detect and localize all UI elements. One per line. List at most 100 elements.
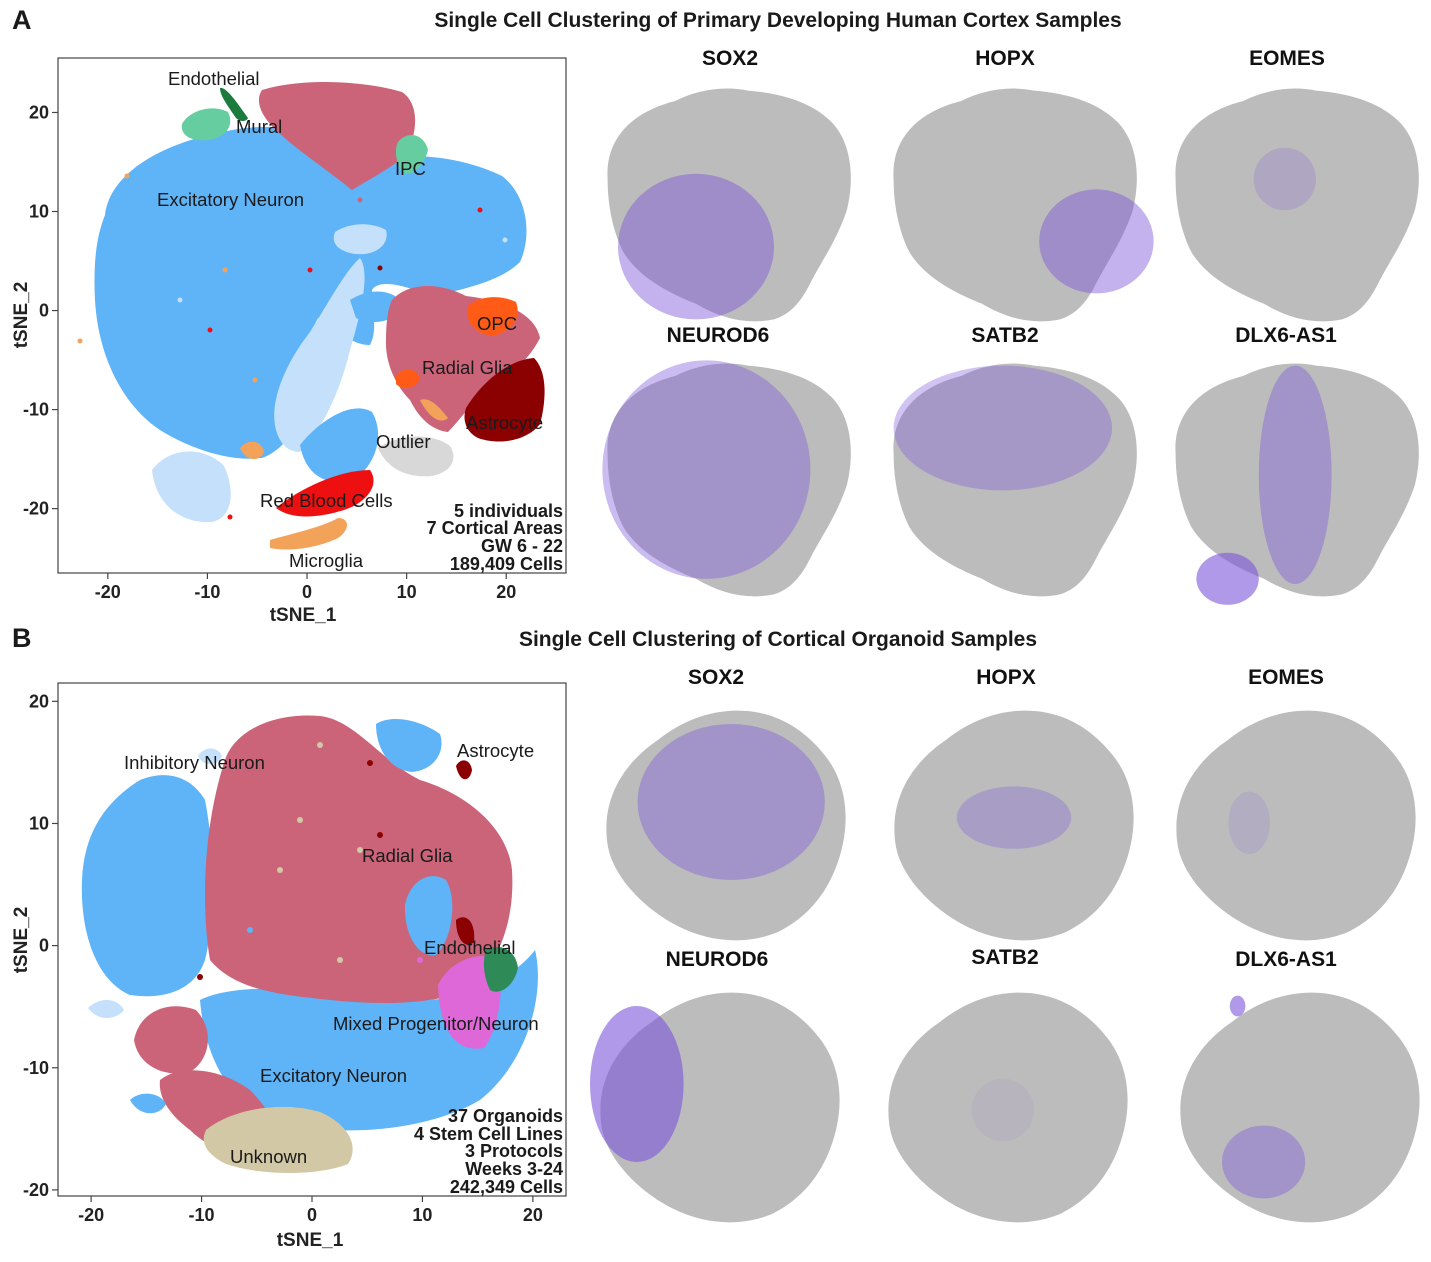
cluster-outlier: [378, 436, 454, 477]
label-red-blood-cells: Red Blood Cells: [260, 490, 393, 511]
y-axis-label: tSNE_2: [11, 907, 32, 974]
info-line: 242,349 Cells: [450, 1177, 563, 1197]
cluster-opc-small: [396, 369, 420, 389]
info-line: GW 6 - 22: [481, 536, 563, 556]
gene-title-satb2: SATB2: [971, 946, 1038, 969]
cluster-radial-glia-lower: [134, 1006, 208, 1074]
y-tick-label: -20: [23, 1180, 49, 1200]
cluster-microglia-3: [420, 399, 448, 421]
x-tick-label: 20: [496, 582, 516, 602]
cluster-astrocyte: [464, 358, 545, 442]
panel-a-label: A: [12, 5, 32, 35]
gene-title-neurod6: NEUROD6: [666, 948, 769, 971]
feature-plot-hopx: [894, 710, 1134, 941]
feature-plot-eomes: [1176, 710, 1416, 941]
cluster-mural: [181, 108, 231, 141]
y-tick-label: 10: [29, 202, 49, 222]
label-radial-glia: Radial Glia: [422, 357, 513, 378]
feature-plot-satb2: [888, 992, 1128, 1223]
cluster-microglia-2: [240, 441, 264, 460]
info-line: 3 Protocols: [465, 1141, 563, 1161]
cluster-inhibitory-light: [152, 451, 231, 523]
cluster-excitatory-lower: [200, 950, 538, 1131]
gene-title-eomes: EOMES: [1248, 666, 1324, 689]
y-tick-label: -10: [23, 1058, 49, 1078]
label-excitatory-neuron: Excitatory Neuron: [260, 1065, 407, 1086]
feature-plot-silhouette: [893, 363, 1137, 597]
panel-b: B Single Cell Clustering of Cortical Org…: [11, 623, 1420, 1251]
expression-highlight: [1196, 552, 1259, 605]
label-opc: OPC: [477, 313, 517, 334]
label-radial-glia: Radial Glia: [362, 845, 453, 866]
x-tick-label: -10: [189, 1205, 215, 1225]
y-tick-label: 20: [29, 102, 49, 122]
panel-a-title: Single Cell Clustering of Primary Develo…: [434, 9, 1121, 32]
dataset-info-primary: 5 individuals 7 Cortical Areas GW 6 - 22…: [427, 501, 563, 574]
feature-plot-silhouette: [893, 88, 1137, 322]
gene-title-neurod6: NEUROD6: [667, 324, 770, 347]
feature-plot-silhouette: [894, 710, 1134, 941]
tsne-clusters-primary: [77, 81, 545, 550]
scatter-dots-primary: [77, 173, 508, 520]
feature-plot-silhouette: [607, 88, 851, 322]
cluster-excitatory-blob: [130, 1093, 166, 1114]
feature-plot-silhouette: [1175, 88, 1419, 322]
gene-title-hopx: HOPX: [976, 666, 1036, 689]
cluster-excitatory-top: [376, 719, 442, 772]
expression-highlight: [1258, 365, 1332, 584]
expression-highlight: [618, 173, 774, 320]
cluster-excitatory-neuron: [94, 126, 527, 459]
x-tick-label: -20: [78, 1205, 104, 1225]
cluster-astrocyte: [456, 760, 472, 780]
feature-plot-silhouette: [607, 363, 851, 597]
scatter-dots-organoid: [197, 742, 423, 980]
label-microglia: Microglia: [289, 550, 364, 571]
cluster-mixed-progenitor: [438, 956, 501, 1049]
info-line: 7 Cortical Areas: [427, 518, 563, 538]
x-tick-label: 0: [307, 1205, 317, 1225]
y-tick-label: 0: [39, 936, 49, 956]
cluster-radial-glia-top: [258, 81, 416, 190]
expression-highlight: [602, 360, 811, 579]
dataset-info-organoid: 37 Organoids 4 Stem Cell Lines 3 Protoco…: [414, 1106, 563, 1197]
x-tick-label: 10: [397, 582, 417, 602]
x-tick-label: -10: [194, 582, 220, 602]
label-astrocyte: Astrocyte: [457, 740, 534, 761]
y-tick-label: 20: [29, 691, 49, 711]
x-tick-label: 10: [412, 1205, 432, 1225]
expression-highlight: [893, 365, 1112, 491]
feature-plot-eomes: [1175, 88, 1419, 322]
cluster-excitatory-lower: [300, 408, 379, 482]
cluster-unknown: [203, 1106, 353, 1173]
axis-ticks-primary: -20 -10 0 10 20 -20 -10 0 10 20: [23, 102, 516, 602]
expression-highlight: [1039, 189, 1154, 294]
tsne-clusters-organoid: [81, 715, 538, 1173]
x-tick-label: -20: [95, 582, 121, 602]
info-line: 189,409 Cells: [450, 554, 563, 574]
gene-title-satb2: SATB2: [971, 324, 1038, 347]
y-tick-label: -10: [23, 400, 49, 420]
feature-plot-satb2: [893, 363, 1137, 597]
cluster-astrocyte-2: [456, 917, 475, 945]
info-line: 4 Stem Cell Lines: [414, 1124, 563, 1144]
y-axis-label: tSNE_2: [11, 282, 32, 349]
cluster-excitatory-hole: [404, 876, 453, 956]
cluster-excitatory-light-2: [333, 224, 387, 255]
label-outlier: Outlier: [376, 431, 431, 452]
x-axis-label: tSNE_1: [277, 1230, 344, 1251]
cluster-ipc: [395, 135, 428, 174]
feature-plot-sox2: [606, 710, 846, 941]
x-axis-label: tSNE_1: [270, 605, 337, 626]
expression-highlight: [590, 1006, 684, 1162]
label-excitatory-neuron: Excitatory Neuron: [157, 189, 304, 210]
label-ipc: IPC: [395, 158, 426, 179]
axis-ticks-organoid: -20 -10 0 10 20 -20 -10 0 10 20: [23, 691, 543, 1225]
gene-title-dlx6-as1: DLX6-AS1: [1235, 948, 1337, 971]
feature-plot-hopx: [893, 88, 1154, 322]
gene-title-hopx: HOPX: [975, 47, 1035, 70]
cluster-endothelial: [483, 946, 518, 992]
feature-plot-silhouette: [1175, 363, 1419, 597]
feature-plot-neurod6: [590, 992, 840, 1223]
cluster-excitatory-light: [274, 258, 365, 452]
